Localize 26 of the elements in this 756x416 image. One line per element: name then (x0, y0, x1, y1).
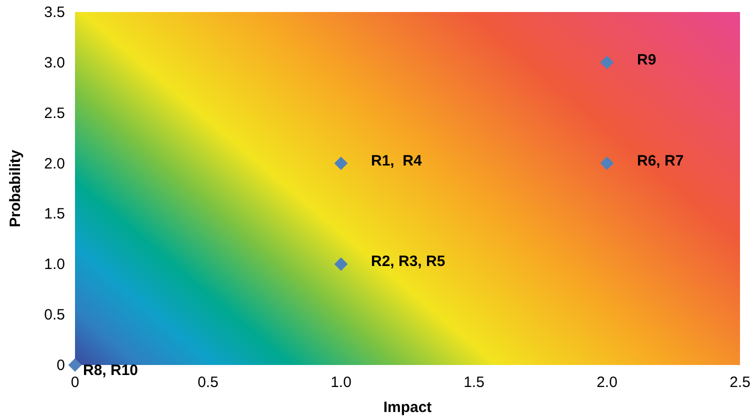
y-tick-label: 1.0 (44, 256, 65, 274)
y-tick-label: 1.5 (44, 206, 65, 223)
y-axis-title: Probability (7, 149, 24, 228)
annotation: R2, R3, R5 (371, 253, 446, 270)
x-tick-label: 0 (70, 374, 80, 391)
annotation: R6, R7 (637, 152, 684, 170)
point (600, 156, 614, 170)
x-axis-title: Impact (383, 399, 432, 416)
y-tick-label: 3.5 (44, 4, 65, 21)
y-tick-label: 0.5 (44, 306, 65, 324)
y-tick-label: 3.0 (44, 54, 65, 72)
point (334, 257, 348, 271)
x-tick-label: 0.5 (198, 374, 218, 391)
x-tick-label: 2.0 (596, 374, 618, 391)
x-tick-label: 1.0 (330, 374, 352, 391)
annotation: R1, R4 (371, 152, 423, 170)
point (68, 358, 82, 372)
point (334, 156, 348, 170)
y-tick-label: 0 (56, 357, 65, 374)
y-tick-label: 2.0 (44, 155, 65, 172)
x-tick-label: 2.5 (730, 374, 750, 391)
x-tick-label: 1.5 (464, 374, 484, 391)
annotation: R8, R10 (83, 362, 138, 379)
annotation: R9 (637, 51, 656, 68)
y-tick-label: 2.5 (44, 104, 65, 122)
point (600, 56, 614, 70)
